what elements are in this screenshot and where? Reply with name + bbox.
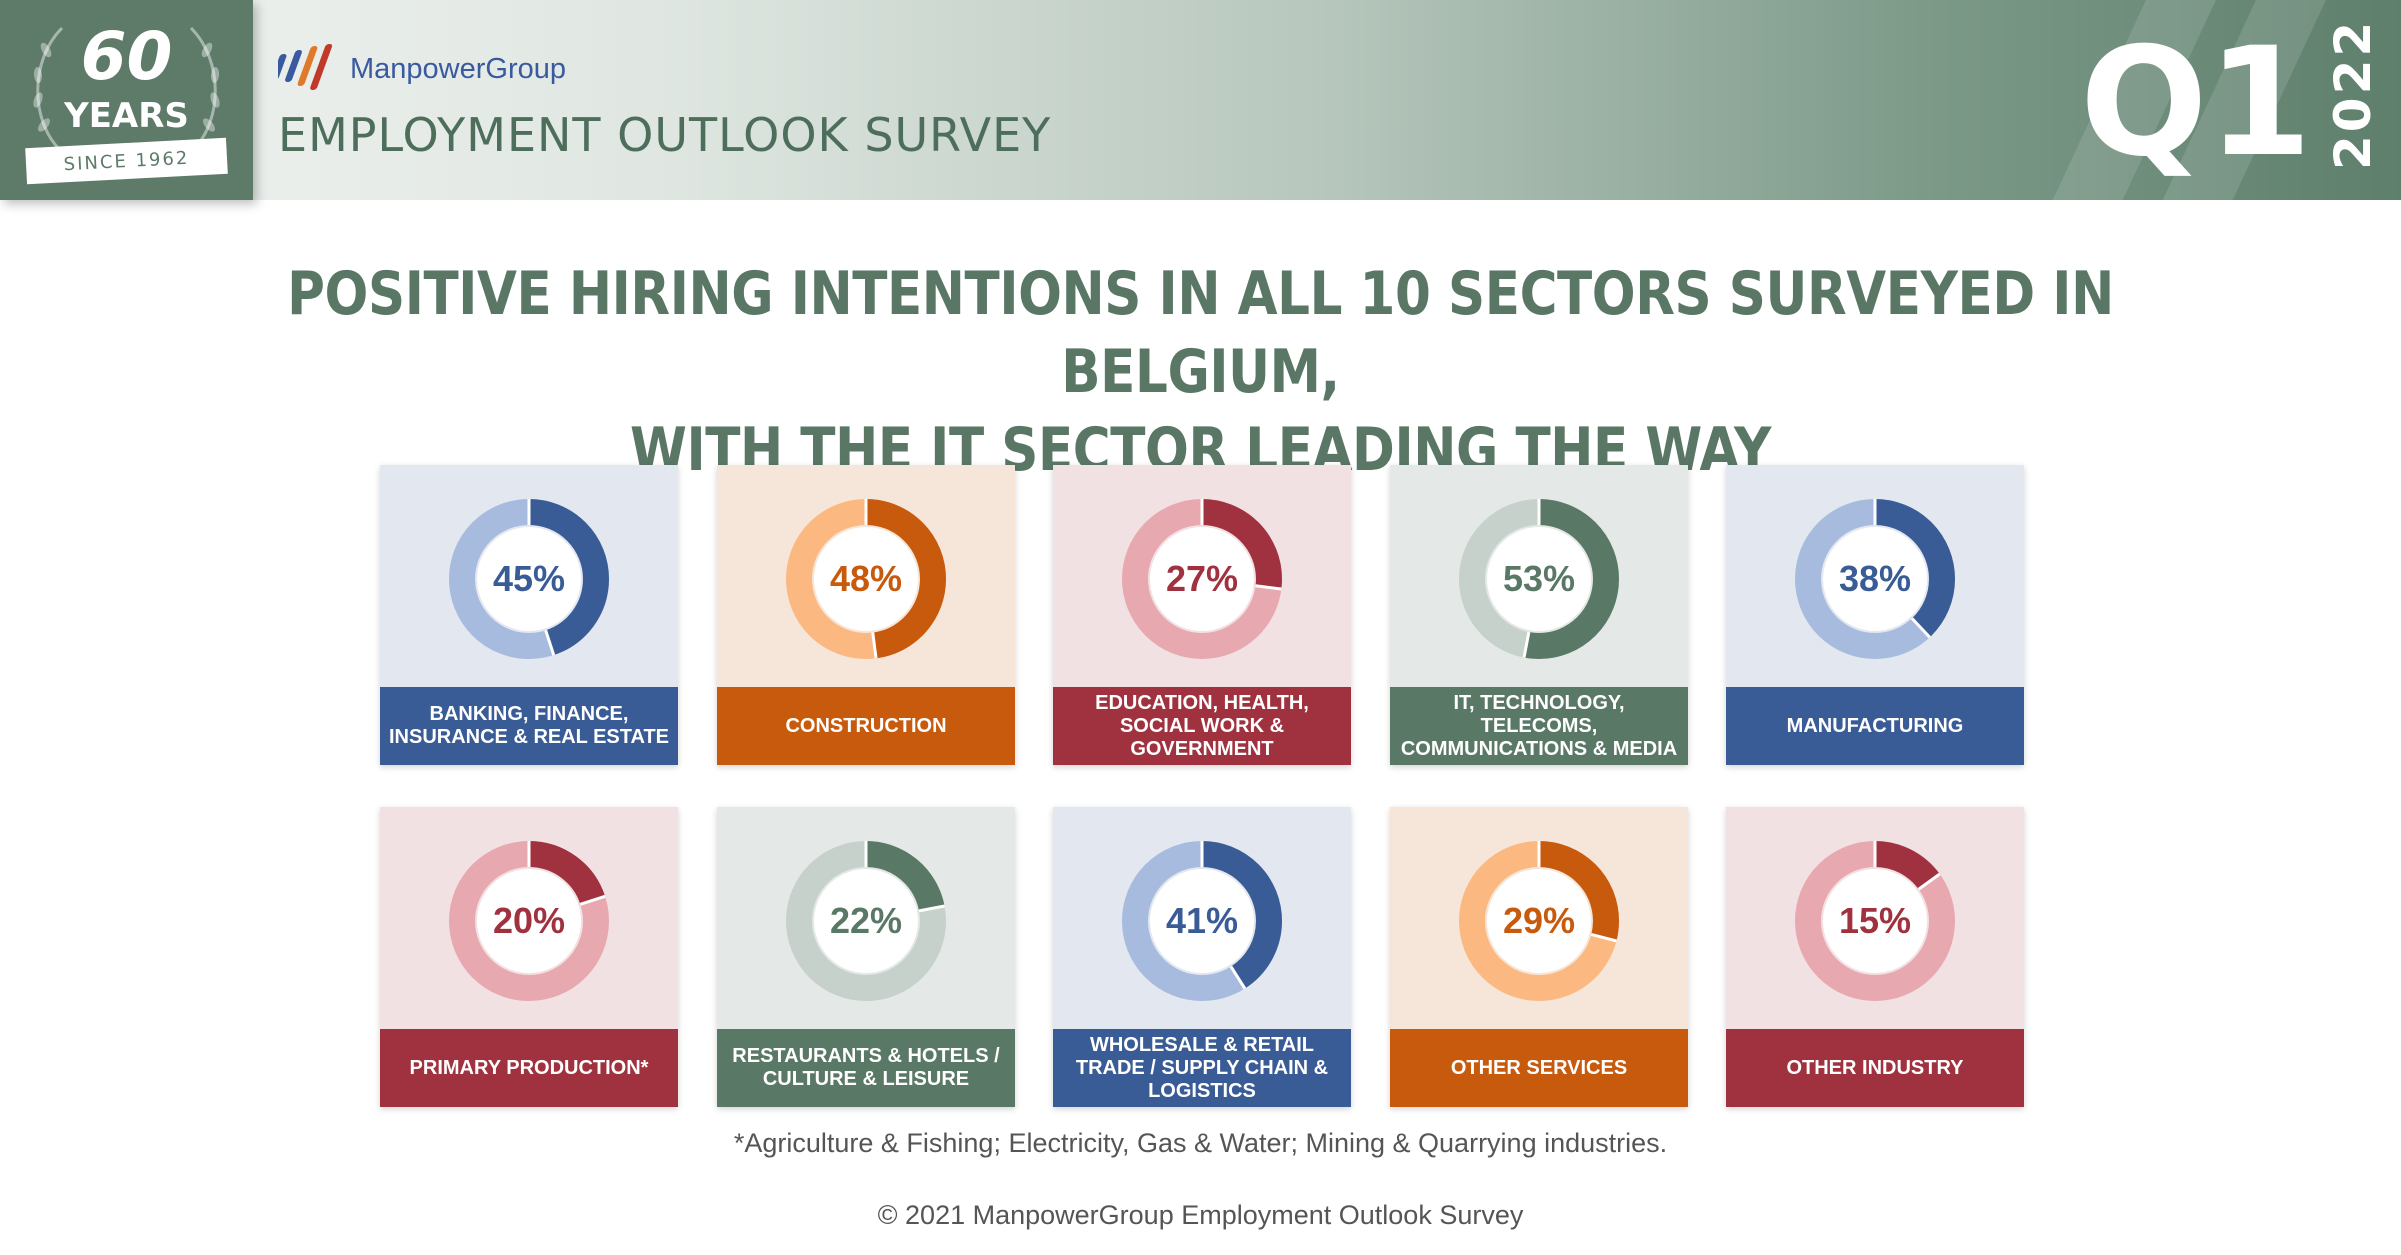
sector-card-chart-area: 45% (380, 465, 678, 687)
sector-label: EDUCATION, HEALTH, SOCIAL WORK & GOVERNM… (1053, 687, 1351, 765)
sector-card: 15% OTHER INDUSTRY (1726, 807, 2024, 1107)
sector-label: CONSTRUCTION (717, 687, 1015, 765)
donut-separator-end (871, 632, 878, 659)
quarter-label: Q1 (2080, 16, 2312, 190)
donut-percent-label: 15% (1838, 900, 1912, 941)
year-label: 2022 (2324, 18, 2382, 170)
donut-center (477, 869, 581, 973)
donut-chart (1459, 841, 1619, 1001)
donut-chart (1122, 499, 1282, 659)
donut-chart (1795, 499, 1955, 659)
sector-label: MANUFACTURING (1726, 687, 2024, 765)
sector-card-chart-area: 27% (1053, 465, 1351, 687)
donut-percent-label: 48% (829, 558, 903, 599)
sector-card: 22% RESTAURANTS & HOTELS / CULTURE & LEIS… (717, 807, 1015, 1107)
brand-name: ManpowerGroup (350, 52, 566, 85)
header-banner (0, 0, 2401, 200)
sector-card-chart-area: 53% (1390, 465, 1688, 687)
donut-center (1823, 869, 1927, 973)
donut-separator-end (918, 904, 945, 913)
donut-separator-end (1910, 617, 1931, 639)
sector-label: RESTAURANTS & HOTELS / CULTURE & LEISURE (717, 1029, 1015, 1107)
donut-chart (786, 841, 946, 1001)
donut-chart (449, 499, 609, 659)
footnote: *Agriculture & Fishing; Electricity, Gas… (733, 1128, 1668, 1158)
sector-card: 20% PRIMARY PRODUCTION* (380, 807, 678, 1107)
donut-chart (1795, 841, 1955, 1001)
donut-center (1487, 869, 1591, 973)
sector-card-chart-area: 29% (1390, 807, 1688, 1029)
sector-label: BANKING, FINANCE, INSURANCE & REAL ESTAT… (380, 687, 678, 765)
donut-percent-label: 41% (1165, 900, 1239, 941)
headline: POSITIVE HIRING INTENTIONS IN ALL 10 SEC… (0, 255, 2401, 489)
sector-card-chart-area: 41% (1053, 807, 1351, 1029)
sector-label: WHOLESALE & RETAIL TRADE / SUPPLY CHAIN … (1053, 1029, 1351, 1107)
donut-separator-end (1255, 584, 1282, 591)
donut-center (477, 527, 581, 631)
headline-line-1: POSITIVE HIRING INTENTIONS IN ALL 10 SEC… (287, 259, 2114, 407)
survey-title: EMPLOYMENT OUTLOOK SURVEY (278, 108, 1052, 162)
sector-card-chart-area: 15% (1726, 807, 2024, 1029)
donut-separator-end (1917, 872, 1941, 891)
donut-center (1150, 527, 1254, 631)
sector-label: IT, TECHNOLOGY, TELECOMS, COMMUNICATIONS… (1390, 687, 1688, 765)
brand-logo: ManpowerGroup (278, 44, 566, 94)
donut-percent-label: 27% (1165, 558, 1239, 599)
donut-center (814, 869, 918, 973)
sector-label: PRIMARY PRODUCTION* (380, 1029, 678, 1107)
sector-card: 41% WHOLESALE & RETAIL TRADE / SUPPLY CHA… (1053, 807, 1351, 1107)
sector-card: 45% BANKING, FINANCE, INSURANCE & REAL ES… (380, 465, 678, 765)
badge-label: YEARS (64, 96, 189, 136)
donut-separator-end (579, 894, 606, 906)
anniversary-badge: 60 YEARS SINCE 1962 (0, 0, 253, 200)
donut-percent-label: 20% (492, 900, 566, 941)
donut-chart (1459, 499, 1619, 659)
sector-card: 53% IT, TECHNOLOGY, TELECOMS, COMMUNICATI… (1390, 465, 1688, 765)
donut-center (1823, 527, 1927, 631)
donut-center (1487, 527, 1591, 631)
copyright: © 2021 ManpowerGroup Employment Outlook … (877, 1200, 1524, 1230)
donut-percent-label: 45% (492, 558, 566, 599)
donut-percent-label: 38% (1838, 558, 1912, 599)
donut-separator-end (1590, 932, 1617, 943)
sector-card: 27% EDUCATION, HEALTH, SOCIAL WORK & GOVE… (1053, 465, 1351, 765)
manpowergroup-logo-icon (278, 44, 333, 90)
sector-card: 29% OTHER SERVICES (1390, 807, 1688, 1107)
sector-card-chart-area: 48% (717, 465, 1015, 687)
donut-chart (1122, 841, 1282, 1001)
sector-card-chart-area: 38% (1726, 465, 2024, 687)
sector-card: 38% MANUFACTURING (1726, 465, 2024, 765)
donut-chart (786, 499, 946, 659)
donut-percent-label: 22% (829, 900, 903, 941)
donut-separator-end (544, 629, 556, 656)
sector-card-chart-area: 20% (380, 807, 678, 1029)
sector-card-chart-area: 22% (717, 807, 1015, 1029)
sector-label: OTHER INDUSTRY (1726, 1029, 2024, 1107)
donut-center (814, 527, 918, 631)
donut-separator-end (1229, 965, 1247, 990)
badge-number: 60 (80, 18, 173, 95)
sector-card: 48% CONSTRUCTION (717, 465, 1015, 765)
donut-percent-label: 53% (1502, 558, 1576, 599)
donut-center (1150, 869, 1254, 973)
donut-chart (449, 841, 609, 1001)
sector-label: OTHER SERVICES (1390, 1029, 1688, 1107)
donut-separator-end (1522, 631, 1531, 658)
donut-percent-label: 29% (1502, 900, 1576, 941)
